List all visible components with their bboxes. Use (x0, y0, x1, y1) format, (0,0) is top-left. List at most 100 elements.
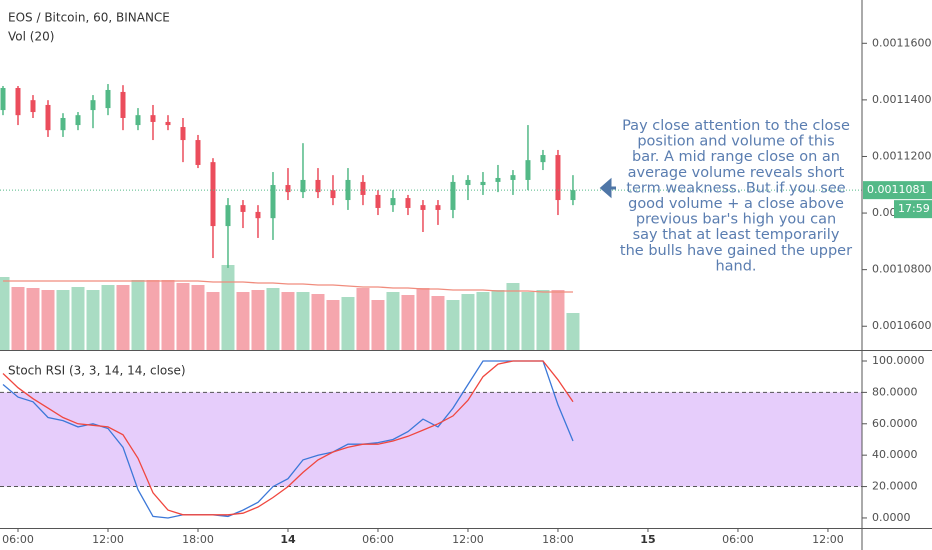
band (0, 392, 862, 487)
annotation-line: Pay close attention to the close (622, 118, 850, 134)
candle-body (210, 162, 216, 227)
x-tick-label: 12:00 (92, 533, 124, 546)
volume-bar (416, 288, 430, 350)
volume-bar (521, 292, 535, 350)
y-tick-label: 60.0000 (872, 417, 918, 430)
x-tick-label: 12:00 (452, 533, 484, 546)
y-tick-label: 0.0010800 (872, 263, 932, 276)
volume-bar (191, 285, 205, 350)
candle-body (435, 205, 441, 210)
volume-bar (536, 290, 550, 350)
volume-bar (161, 280, 175, 350)
volume-title: Vol (20) (8, 30, 54, 44)
volume-bar (446, 300, 460, 350)
candle-body (360, 181, 366, 195)
candle-body (165, 121, 171, 126)
volume-bar (431, 296, 445, 350)
volume-bar (176, 283, 190, 350)
last-price-badge (863, 181, 932, 200)
volume-bar (266, 288, 280, 350)
y-tick-label: 0.0000 (872, 511, 911, 524)
volume-bar (41, 290, 55, 350)
volume-bar (56, 290, 70, 350)
volume-bar (26, 288, 40, 350)
volume-bar (401, 295, 415, 350)
stoch-line (2, 360, 574, 516)
volume-bar (251, 290, 265, 350)
x-tick-label: 06:00 (2, 533, 34, 546)
x-tick-label: 15 (640, 533, 655, 546)
candle-body (30, 100, 36, 113)
volume-bar (131, 280, 145, 350)
y-tick-label: 0.0010600 (872, 319, 932, 332)
volume-bar (506, 283, 520, 350)
candle-body (15, 87, 21, 116)
x-tick-label: 12:00 (812, 533, 844, 546)
candle-body (495, 177, 501, 182)
candle-body (510, 175, 516, 180)
chart-title: EOS / Bitcoin, 60, BINANCE (8, 11, 170, 25)
annotation-line: bar. A mid range close on an (632, 149, 840, 165)
candle-body (45, 104, 51, 131)
volume-bar (476, 292, 490, 350)
stoch-title: Stoch RSI (3, 3, 14, 14, close) (8, 364, 186, 378)
candle-body (75, 115, 81, 126)
y-tick-label: 40.0000 (872, 448, 918, 461)
candle-body (450, 181, 456, 210)
last-price-label: 0.0011081 (867, 183, 927, 196)
volume-bar (221, 265, 235, 350)
candle-body (540, 155, 546, 163)
candle-body (120, 91, 126, 118)
volume-bar (281, 292, 295, 350)
volume-bar (356, 288, 370, 350)
candle-body (225, 205, 231, 227)
candle-body (270, 185, 276, 219)
candle-body (420, 205, 426, 210)
candle-body (90, 100, 96, 111)
arrow (599, 177, 616, 199)
candle-body (195, 140, 201, 165)
annotation-line: say that at least temporarily (633, 227, 840, 243)
candle-body (60, 117, 66, 131)
volume-bar (341, 297, 355, 350)
volume-bar (566, 313, 580, 350)
x-tick-label: 18:00 (182, 533, 214, 546)
candle-body (300, 179, 306, 193)
volume-bar (326, 300, 340, 350)
volume-bar (71, 287, 85, 350)
y-tick-label: 0.0011600 (872, 36, 932, 49)
candle-body (555, 155, 561, 201)
y-tick-label: 20.0000 (872, 480, 918, 493)
volume-bar (11, 287, 25, 350)
candle-body (135, 115, 141, 126)
volume-bar (0, 277, 10, 350)
volume-bar (236, 292, 250, 350)
y-tick-label: 100.0000 (872, 354, 925, 367)
volume-bar (551, 290, 565, 350)
candle-body (240, 205, 246, 212)
candle-body (315, 179, 321, 193)
annotation-line: previous bar's high you can (636, 212, 836, 228)
volume-bar (116, 285, 130, 350)
annotation-line: average volume reveals short (628, 165, 845, 181)
volume-bar (371, 300, 385, 350)
countdown-badge (894, 200, 932, 219)
candle-body (390, 198, 396, 206)
volume-bar (311, 294, 325, 350)
x-tick-label: 06:00 (362, 533, 394, 546)
volume-bar (491, 290, 505, 350)
annotation-line: hand. (715, 258, 756, 274)
annotation-line: the bulls have gained the upper (620, 243, 852, 259)
candle-body (255, 211, 261, 219)
countdown-label: 17:59 (898, 202, 930, 215)
candle-body (150, 115, 156, 122)
volume-bar (86, 290, 100, 350)
x-tick-label: 14 (280, 533, 296, 546)
y-tick-label: 0.0011200 (872, 149, 932, 162)
candle-body (570, 190, 576, 201)
volume-bar (296, 292, 310, 350)
annotation-line: position and volume of this (637, 134, 834, 150)
x-tick-label: 06:00 (722, 533, 754, 546)
